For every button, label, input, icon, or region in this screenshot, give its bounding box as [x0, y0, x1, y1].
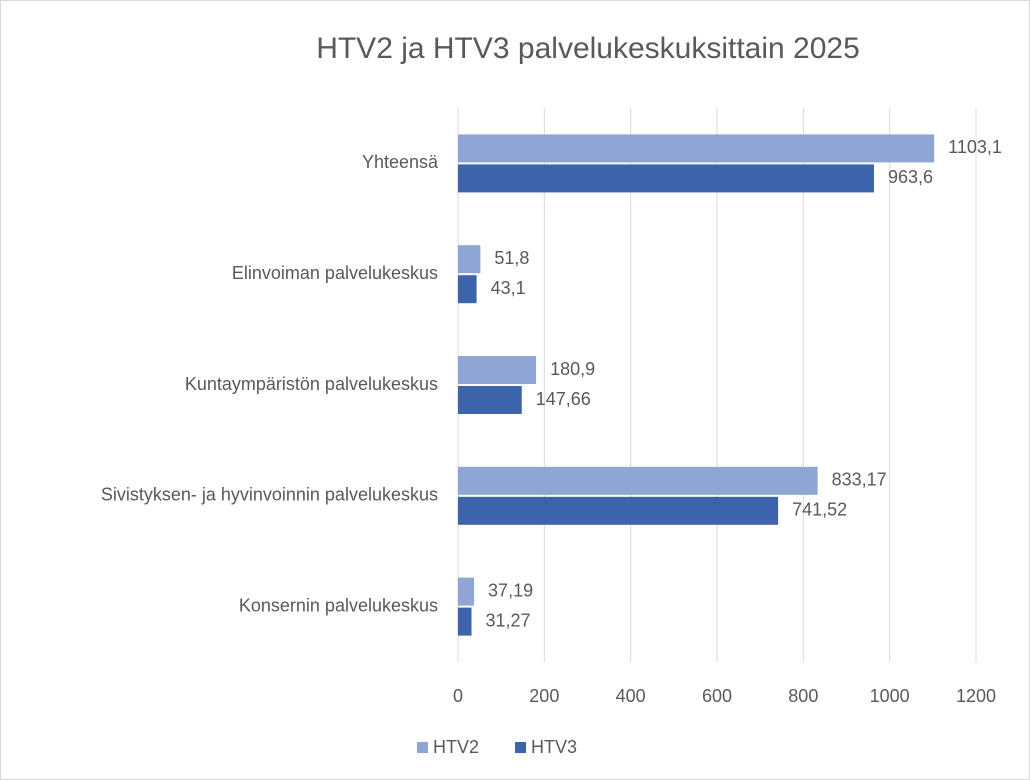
y-tick-label: Sivistyksen- ja hyvinvoinnin palvelukesk… [101, 485, 438, 505]
data-label: 147,66 [536, 389, 591, 409]
y-tick-label: Kuntaympäristön palvelukeskus [185, 374, 438, 394]
legend-label: HTV2 [433, 737, 479, 757]
y-tick-label: Elinvoiman palvelukeskus [232, 263, 438, 283]
chart-title: HTV2 ja HTV3 palvelukeskuksittain 2025 [316, 32, 860, 65]
y-tick-label: Konsernin palvelukeskus [239, 595, 438, 615]
x-tick-label: 0 [453, 686, 463, 706]
legend-swatch [417, 742, 428, 753]
bar [458, 275, 477, 304]
data-label: 180,9 [550, 359, 595, 379]
bar [458, 386, 522, 414]
bar [458, 577, 475, 606]
x-tick-label: 200 [529, 686, 559, 706]
data-label: 741,52 [792, 500, 847, 520]
data-label: 1103,1 [948, 137, 1002, 157]
bar [458, 607, 472, 636]
bar [458, 496, 779, 525]
x-tick-label: 1000 [870, 686, 910, 706]
x-tick-label: 800 [788, 686, 818, 706]
data-label: 963,6 [888, 167, 933, 187]
data-label: 51,8 [494, 248, 529, 268]
bar [458, 466, 818, 495]
x-tick-label: 400 [616, 686, 646, 706]
data-label: 37,19 [488, 580, 533, 600]
x-tick-label: 600 [702, 686, 732, 706]
legend-swatch [515, 742, 527, 753]
y-tick-label: Yhteensä [362, 152, 439, 172]
x-tick-label: 1200 [956, 686, 996, 706]
data-label: 43,1 [491, 278, 526, 298]
data-label: 833,17 [832, 470, 887, 490]
bar [458, 134, 935, 163]
legend-label: HTV3 [531, 737, 577, 757]
bar [458, 245, 481, 274]
bar [458, 356, 537, 384]
bar [458, 164, 874, 193]
data-label: 31,27 [485, 610, 530, 630]
